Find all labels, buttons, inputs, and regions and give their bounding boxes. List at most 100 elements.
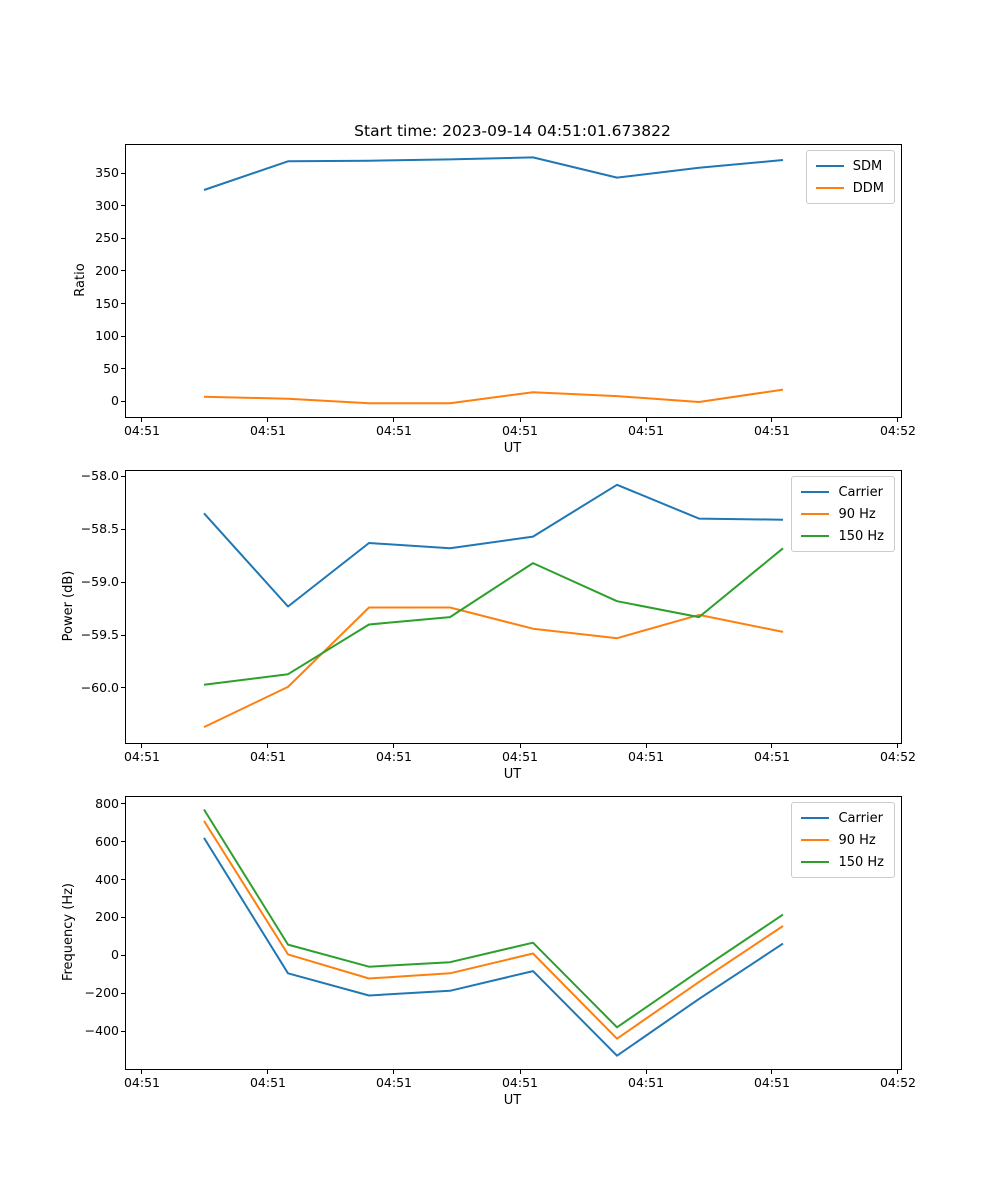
ylabel-power: Power (dB) — [61, 570, 76, 642]
legend-entry: 90 Hz — [801, 829, 884, 851]
x-tick-mark — [519, 418, 521, 422]
legend-label: 90 Hz — [838, 832, 876, 848]
y-tick-label: 250 — [95, 230, 119, 246]
legend-label: Carrier — [838, 810, 883, 826]
y-tick-mark — [121, 1030, 125, 1032]
legend-entry: Carrier — [801, 481, 884, 503]
x-tick-mark — [519, 744, 521, 748]
legend-entry: Carrier — [801, 807, 884, 829]
figure-title: Start time: 2023-09-14 04:51:01.673822 — [354, 122, 671, 140]
y-tick-label: 300 — [95, 197, 119, 213]
x-tick-label: 04:51 — [501, 423, 539, 438]
x-tick-label: 04:51 — [375, 423, 412, 438]
series-line-90-hz — [203, 820, 784, 1040]
legend-entry: 150 Hz — [801, 851, 884, 873]
x-tick-label: 04:51 — [375, 749, 412, 764]
legend-label: DDM — [852, 180, 884, 196]
legend-line-sample — [801, 861, 830, 863]
y-tick-mark — [121, 205, 125, 207]
x-tick-mark — [141, 418, 143, 422]
legend-label: 90 Hz — [838, 506, 876, 522]
axes-ratio: 0 50 100 150 200 250 300 350 04:51 04:51 04:51 04:5… — [95, 144, 916, 438]
legend: Carrier 90 Hz 150 Hz — [791, 476, 895, 552]
y-tick-label: 0 — [111, 947, 119, 963]
legend-line-sample — [801, 513, 830, 515]
plot-area — [203, 483, 784, 729]
legend-line-sample — [815, 187, 844, 189]
x-tick-mark — [645, 1070, 647, 1074]
y-tick-mark — [121, 237, 125, 239]
x-tick-label: 04:51 — [753, 423, 790, 438]
y-tick-label: 200 — [95, 262, 119, 278]
x-tick-mark — [393, 744, 395, 748]
x-tick-mark — [771, 744, 773, 748]
x-tick-mark — [771, 1070, 773, 1074]
x-tick-mark — [393, 1070, 395, 1074]
legend-entry: 150 Hz — [801, 525, 884, 547]
series-line-ddm — [203, 388, 784, 405]
y-tick-mark — [121, 841, 125, 843]
y-tick-mark — [121, 270, 125, 272]
series-line-carrier — [203, 837, 784, 1057]
y-tick-label: 800 — [95, 795, 119, 811]
y-tick-mark — [121, 634, 125, 636]
x-tick-mark — [645, 744, 647, 748]
x-tick-label: 04:51 — [123, 1075, 160, 1090]
x-tick-label: 04:52 — [879, 749, 916, 764]
series-line-sdm — [203, 156, 784, 191]
ylabel-ratio: Ratio — [73, 263, 88, 297]
y-tick-mark — [121, 528, 125, 530]
axes-frequency: 800 600 400 200 0 −200 −400 04:51 04:51 04:51 04:5… — [85, 796, 916, 1090]
xlabel-frequency-ut: UT — [503, 1093, 522, 1108]
y-tick-label: −60.0 — [80, 679, 119, 695]
x-tick-mark — [141, 1070, 143, 1074]
legend: SDM DDM — [805, 150, 895, 204]
y-tick-label: −59.0 — [80, 574, 119, 590]
x-tick-label: 04:52 — [879, 423, 916, 438]
y-tick-mark — [121, 803, 125, 805]
ylabel-frequency: Frequency (Hz) — [61, 882, 76, 982]
x-tick-label: 04:52 — [879, 1075, 916, 1090]
x-tick-label: 04:51 — [628, 423, 665, 438]
y-tick-mark — [121, 954, 125, 956]
x-tick-mark — [897, 1070, 899, 1074]
y-tick-mark — [121, 475, 125, 477]
x-tick-mark — [897, 744, 899, 748]
x-tick-label: 04:51 — [249, 749, 286, 764]
y-tick-mark — [121, 400, 125, 402]
series-line-90-hz — [203, 606, 784, 729]
y-tick-mark — [121, 879, 125, 881]
legend-entry: DDM — [815, 177, 884, 199]
y-tick-mark — [121, 581, 125, 583]
y-tick-label: −200 — [84, 985, 119, 1001]
x-tick-label: 04:51 — [249, 1075, 286, 1090]
x-tick-label: 04:51 — [123, 749, 160, 764]
x-tick-label: 04:51 — [501, 749, 539, 764]
legend-label: 150 Hz — [838, 854, 884, 870]
legend-line-sample — [801, 817, 830, 819]
y-tick-label: 50 — [103, 360, 119, 376]
y-tick-mark — [121, 992, 125, 994]
y-tick-label: 200 — [95, 909, 119, 925]
y-tick-label: −59.5 — [80, 627, 119, 643]
y-tick-label: 600 — [95, 833, 119, 849]
y-tick-label: −58.5 — [80, 521, 119, 537]
legend-entry: 90 Hz — [801, 503, 884, 525]
legend-label: 150 Hz — [838, 528, 884, 544]
y-tick-mark — [121, 172, 125, 174]
x-tick-label: 04:51 — [753, 1075, 790, 1090]
legend-line-sample — [801, 491, 830, 493]
axes-power: −58.0 −58.5 −59.0 −59.5 −60.0 04:51 04:51 04:51… — [81, 468, 916, 764]
x-tick-label: 04:51 — [628, 749, 665, 764]
x-tick-label: 04:51 — [501, 1075, 539, 1090]
y-tick-label: 150 — [95, 295, 119, 311]
x-tick-mark — [393, 418, 395, 422]
y-tick-mark — [121, 303, 125, 304]
y-tick-label: 400 — [95, 871, 119, 887]
xlabel-power-ut: UT — [503, 767, 522, 782]
y-tick-label: 0 — [111, 393, 119, 409]
x-tick-mark — [267, 418, 269, 422]
xlabel-ratio-ut: UT — [503, 441, 522, 456]
series-line-carrier — [203, 483, 784, 608]
